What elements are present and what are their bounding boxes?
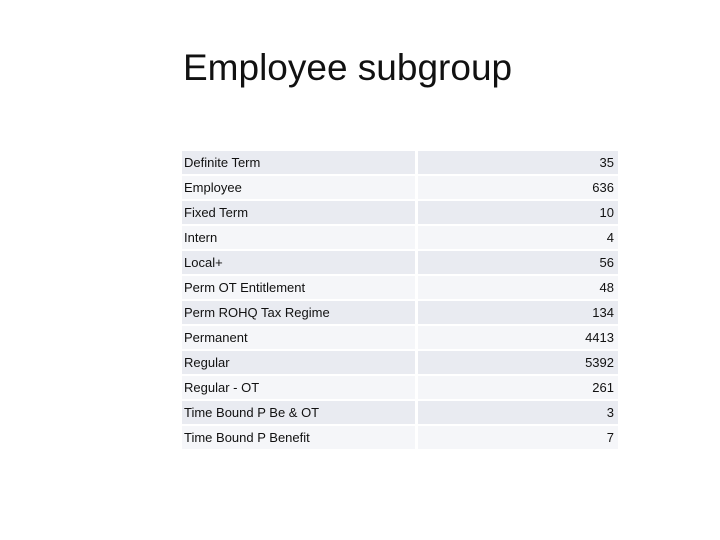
row-label: Intern: [182, 226, 418, 251]
slide-title: Employee subgroup: [183, 47, 513, 88]
row-value: 56: [418, 251, 618, 276]
row-label: Time Bound P Be & OT: [182, 401, 418, 426]
table-row: Time Bound P Be & OT 3: [182, 401, 618, 426]
row-value: 134: [418, 301, 618, 326]
row-value: 7: [418, 426, 618, 451]
table-row: Fixed Term 10: [182, 201, 618, 226]
row-value: 3: [418, 401, 618, 426]
subgroup-table: Definite Term 35 Employee 636 Fixed Term…: [182, 151, 618, 451]
row-value: 35: [418, 151, 618, 176]
row-value: 4: [418, 226, 618, 251]
row-label: Perm OT Entitlement: [182, 276, 418, 301]
row-label: Regular: [182, 351, 418, 376]
row-label: Time Bound P Benefit: [182, 426, 418, 451]
table-row: Definite Term 35: [182, 151, 618, 176]
table-row: Intern 4: [182, 226, 618, 251]
table-row: Regular 5392: [182, 351, 618, 376]
row-label: Local+: [182, 251, 418, 276]
table-row: Local+ 56: [182, 251, 618, 276]
row-label: Perm ROHQ Tax Regime: [182, 301, 418, 326]
row-label: Regular - OT: [182, 376, 418, 401]
table-row: Perm OT Entitlement 48: [182, 276, 618, 301]
row-value: 5392: [418, 351, 618, 376]
row-value: 636: [418, 176, 618, 201]
table-row: Permanent 4413: [182, 326, 618, 351]
table-row: Perm ROHQ Tax Regime 134: [182, 301, 618, 326]
row-label: Definite Term: [182, 151, 418, 176]
table-row: Regular - OT 261: [182, 376, 618, 401]
row-label: Permanent: [182, 326, 418, 351]
row-value: 261: [418, 376, 618, 401]
row-value: 10: [418, 201, 618, 226]
row-label: Employee: [182, 176, 418, 201]
table-row: Employee 636: [182, 176, 618, 201]
row-label: Fixed Term: [182, 201, 418, 226]
table-row: Time Bound P Benefit 7: [182, 426, 618, 451]
row-value: 4413: [418, 326, 618, 351]
row-value: 48: [418, 276, 618, 301]
